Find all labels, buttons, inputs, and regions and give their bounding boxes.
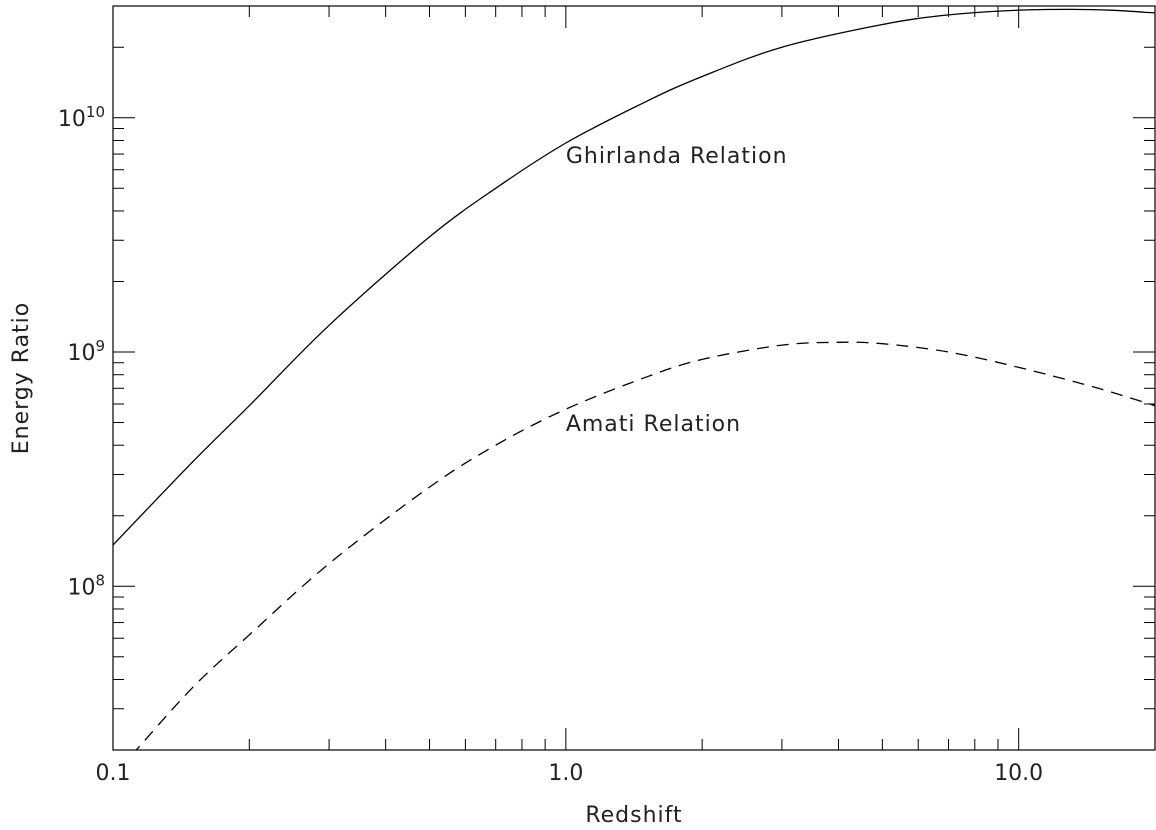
y-tick-label: 108 [67,571,105,600]
y-tick-exponent: 10 [86,103,105,121]
x-tick-label: 1.0 [548,761,583,786]
x-tick-label: 0.1 [96,761,131,786]
y-tick-label: 109 [67,337,105,366]
x-tick-label: 10.0 [994,761,1043,786]
y-tick-exponent: 8 [95,571,105,589]
ghirlanda-annotation: Ghirlanda Relation [566,144,788,169]
y-tick-exponent: 9 [95,337,105,355]
x-axis-label: Redshift [585,803,682,828]
amati-series-line [135,341,1155,750]
y-tick-base: 10 [58,107,86,132]
ghirlanda-series-line [113,8,1155,546]
y-tick-label: 1010 [58,103,105,132]
annotations: Ghirlanda Relation Amati Relation [566,144,788,437]
y-axis-label: Energy Ratio [9,302,34,455]
y-tick-base: 10 [67,341,95,366]
axis-ticks [112,5,1156,751]
y-tick-base: 10 [67,575,95,600]
series-layer [113,8,1155,750]
amati-annotation: Amati Relation [566,412,741,437]
plot-frame [112,5,1156,751]
